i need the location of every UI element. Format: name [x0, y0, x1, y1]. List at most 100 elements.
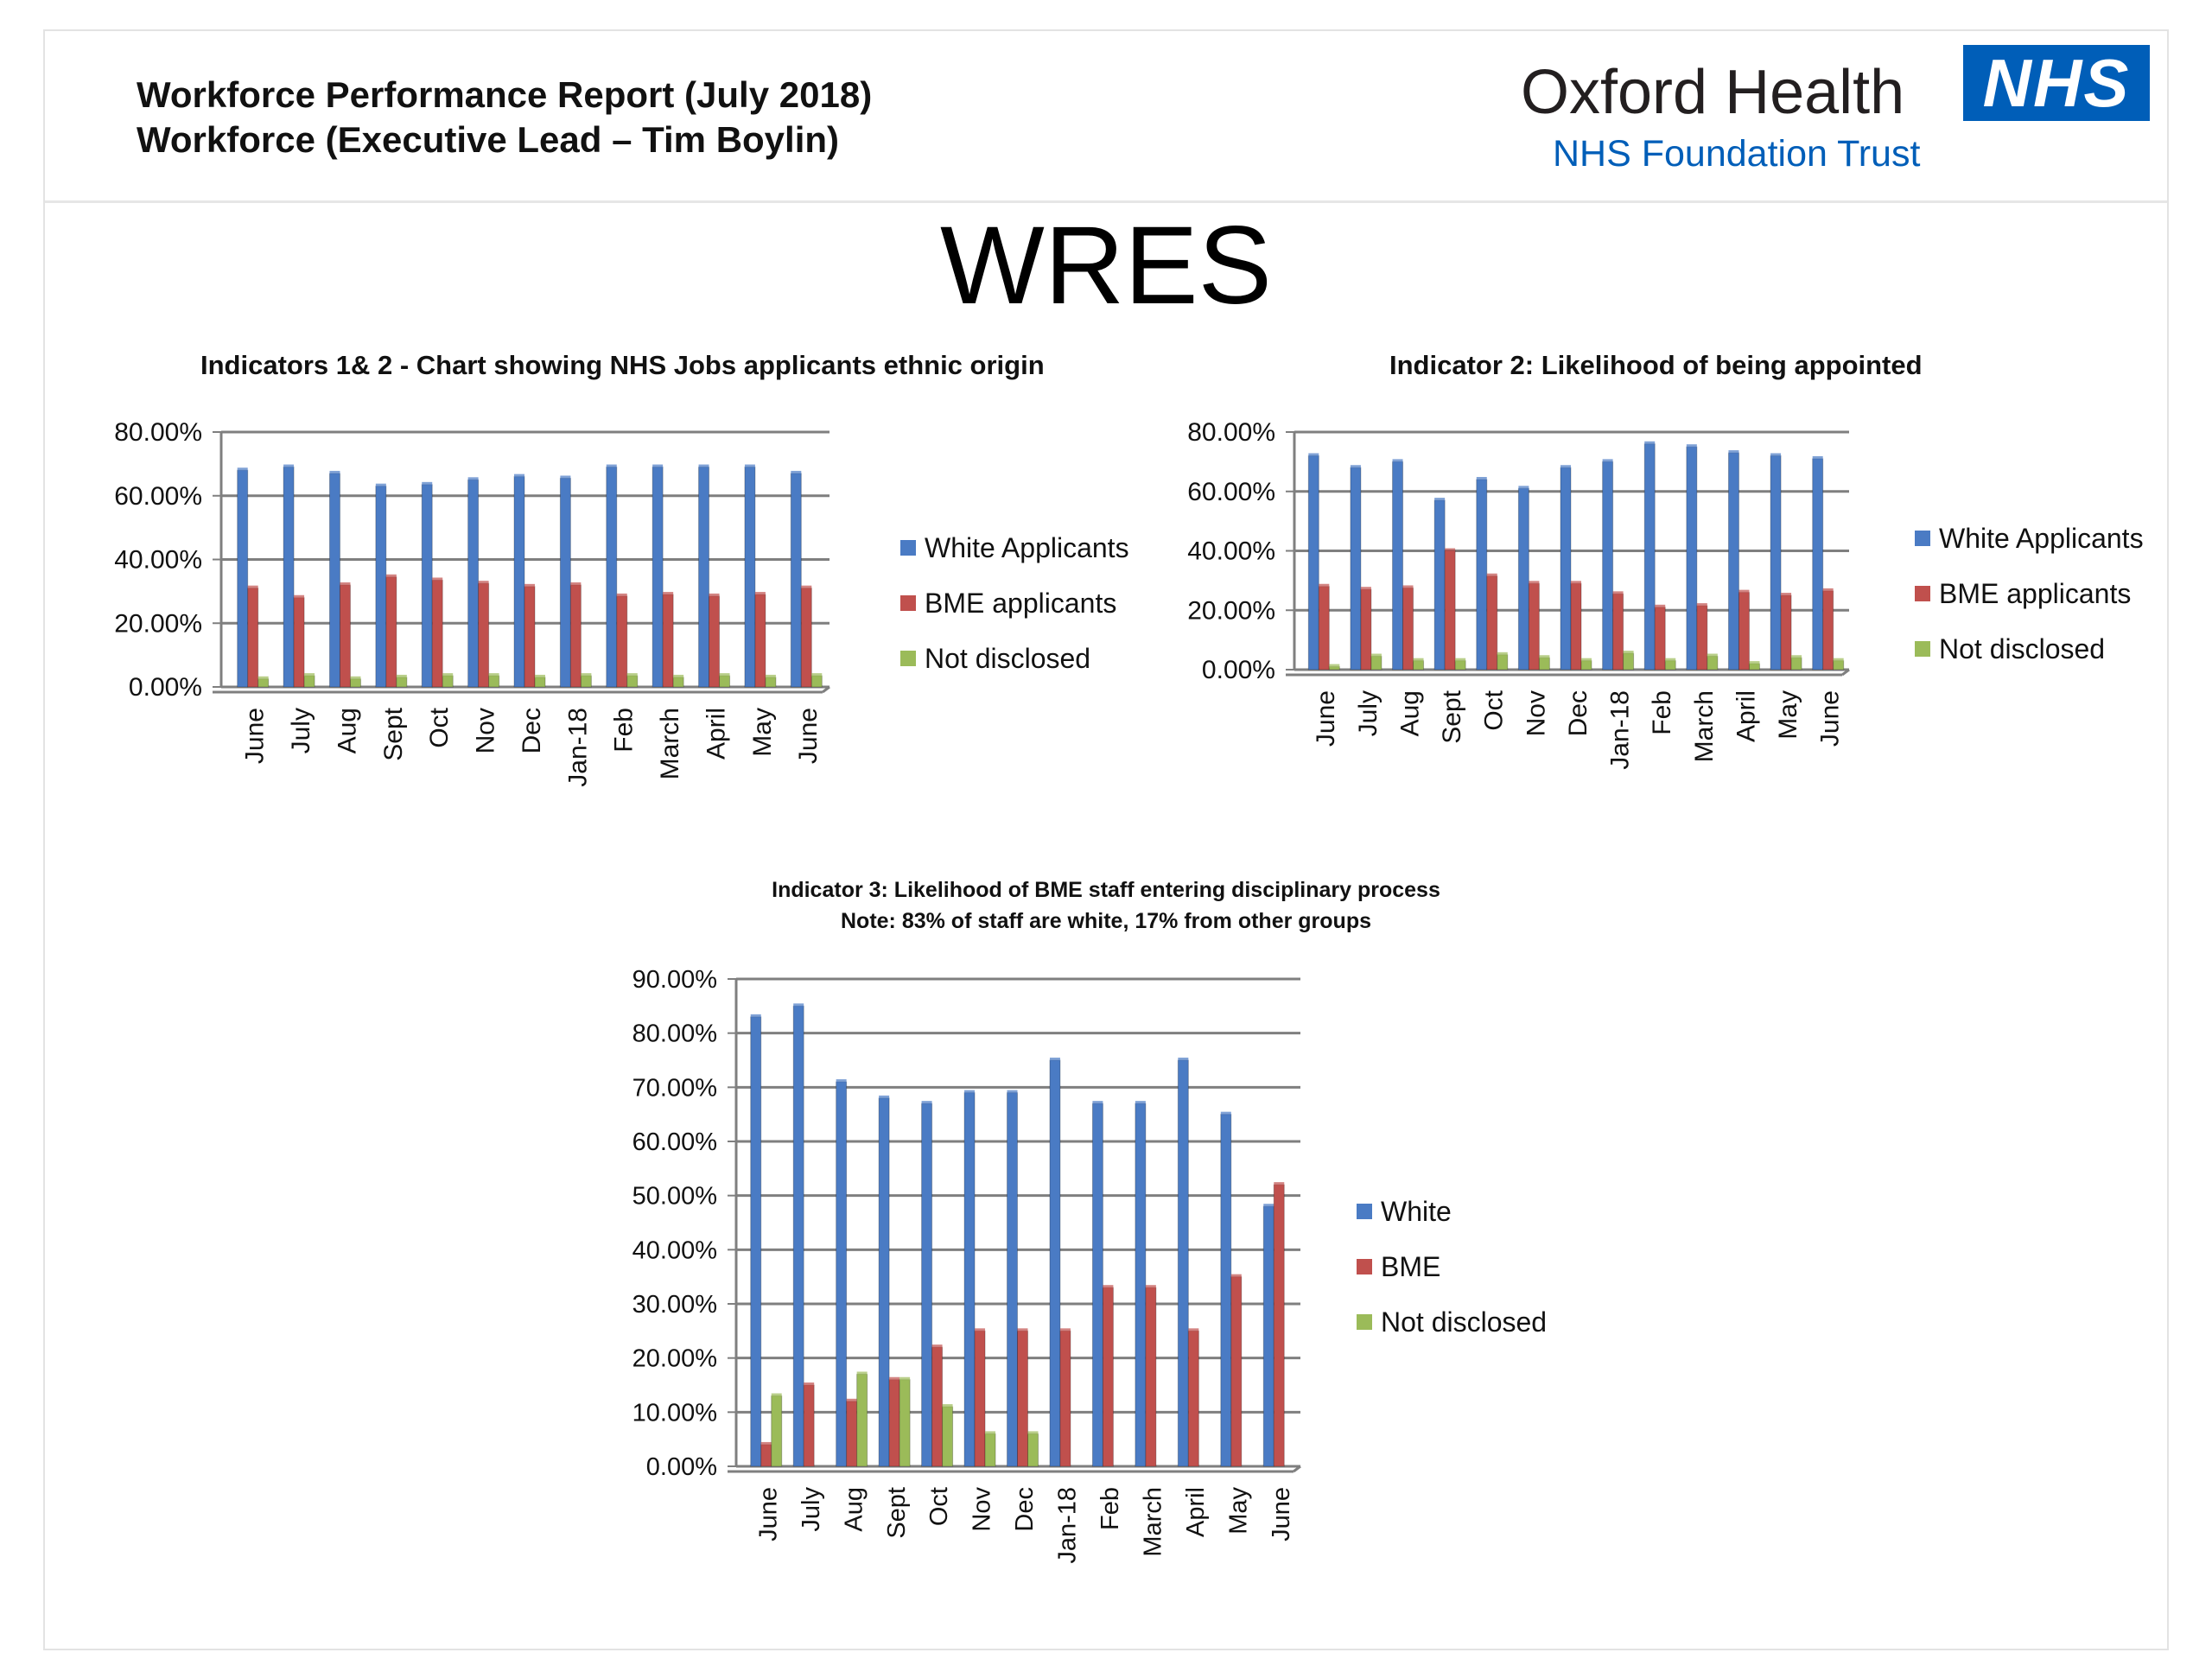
bar-not-disclosed: [771, 1395, 783, 1467]
x-tick-label: May: [1774, 690, 1802, 740]
legend-swatch: [1357, 1204, 1372, 1219]
page-title: WRES: [940, 204, 1272, 327]
x-tick-label: June: [1312, 690, 1340, 747]
x-tick-label: Feb: [1096, 1487, 1124, 1530]
bar-bme-applicants: [1528, 582, 1540, 671]
x-tick-label: Nov: [1522, 690, 1550, 736]
x-tick-label: Feb: [1648, 690, 1676, 735]
bar-bme-applicants: [1486, 575, 1498, 671]
x-tick-label: March: [1690, 690, 1719, 762]
bar-top: [846, 1398, 857, 1402]
bar-top: [1392, 459, 1403, 463]
bar-top: [836, 1079, 847, 1084]
x-tick-label: June: [241, 708, 270, 764]
bar-not-disclosed: [1413, 660, 1425, 671]
bar-top: [985, 1431, 996, 1435]
y-tick-label: 90.00%: [632, 966, 717, 994]
bar-not-disclosed: [856, 1373, 868, 1467]
legend-item: Not disclosed: [1915, 621, 2144, 677]
legend-swatch: [900, 595, 916, 611]
bar-bme: [760, 1444, 772, 1467]
bar-white-applicants: [1350, 467, 1362, 671]
bar-top: [581, 673, 592, 677]
bar-white-applicants: [1433, 499, 1446, 671]
bar-white: [1091, 1103, 1103, 1467]
bar-top: [1770, 453, 1782, 457]
bar-not-disclosed: [1707, 656, 1719, 671]
bar-white: [836, 1081, 848, 1467]
bar-top: [1329, 664, 1340, 668]
logo-subtitle: NHS Foundation Trust: [1553, 133, 1921, 175]
bar-white: [1007, 1092, 1018, 1467]
bar-top: [375, 483, 386, 487]
bar-top: [1696, 603, 1707, 607]
bar-top: [1728, 450, 1739, 454]
bar-top: [560, 475, 571, 480]
bar-bme-applicants: [754, 594, 766, 688]
x-tick-label: June: [1268, 1487, 1295, 1541]
bar-top: [257, 676, 269, 680]
bar-top: [535, 674, 545, 678]
chart1-legend: White Applicants BME applicants Not disc…: [900, 520, 1129, 686]
bar-bme: [846, 1401, 858, 1467]
bar-white: [1177, 1059, 1189, 1467]
bar-top: [1529, 581, 1540, 585]
legend-label: BME applicants: [1939, 577, 2132, 609]
bar-bme-applicants: [293, 597, 305, 688]
legend-label: BME applicants: [925, 587, 1117, 619]
bar-bme: [888, 1379, 900, 1467]
x-tick-label: Aug: [840, 1487, 868, 1532]
bar-not-disclosed: [1623, 652, 1635, 671]
x-tick-label: June: [794, 708, 823, 764]
y-tick-label: 70.00%: [632, 1074, 717, 1102]
x-tick-label: Sept: [883, 1487, 911, 1539]
bar-top: [1370, 653, 1382, 658]
y-tick-label: 0.00%: [1202, 656, 1275, 684]
x-axis-corner: [1293, 1465, 1301, 1473]
legend-label: White Applicants: [925, 531, 1129, 563]
bar-bme: [974, 1330, 986, 1467]
bar-not-disclosed: [942, 1406, 954, 1467]
logo-name: Oxford Health: [1521, 58, 1905, 127]
bar-bme-applicants: [1444, 550, 1456, 671]
bar-top: [1749, 661, 1760, 665]
y-tick-label: 10.00%: [632, 1399, 717, 1427]
bar-top: [1791, 655, 1802, 659]
bar-top: [626, 673, 638, 677]
bar-top: [931, 1344, 943, 1349]
bar-top: [1402, 585, 1414, 589]
bar-bme-applicants: [339, 584, 351, 688]
bar-top: [811, 673, 823, 677]
bar-bme: [1102, 1287, 1114, 1467]
bar-top: [396, 674, 407, 678]
bar-top: [1738, 589, 1750, 594]
x-tick-label: Dec: [518, 708, 546, 753]
chart2-title: Indicator 2: Likelihood of being appoint…: [1389, 350, 1923, 380]
bar-bme: [1230, 1276, 1243, 1467]
bar-bme-applicants: [1360, 588, 1372, 671]
bar-bme: [1145, 1287, 1157, 1467]
bar-top: [921, 1101, 932, 1105]
bar-top: [1263, 1204, 1274, 1208]
bar-white-applicants: [652, 467, 664, 688]
bar-top: [422, 481, 433, 486]
bar-bme-applicants: [385, 576, 397, 688]
bar-top: [1476, 477, 1487, 480]
legend-label: BME: [1381, 1250, 1441, 1282]
x-tick-label: Nov: [969, 1487, 996, 1532]
bar-top: [283, 464, 295, 468]
legend-item: BME applicants: [900, 575, 1129, 631]
bar-top: [760, 1441, 772, 1446]
x-tick-label: Nov: [472, 708, 500, 753]
bar-top: [1644, 441, 1656, 445]
bar-bme-applicants: [1738, 592, 1750, 671]
bar-top: [1145, 1285, 1156, 1289]
bar-top: [1350, 465, 1361, 469]
bar-top: [570, 582, 582, 586]
bar-not-disclosed: [1664, 660, 1676, 671]
x-tick-label: March: [656, 708, 684, 779]
bar-white-applicants: [1476, 479, 1488, 671]
bar-top: [942, 1404, 953, 1408]
bar-not-disclosed: [1833, 660, 1845, 671]
bar-bme: [1273, 1184, 1285, 1467]
